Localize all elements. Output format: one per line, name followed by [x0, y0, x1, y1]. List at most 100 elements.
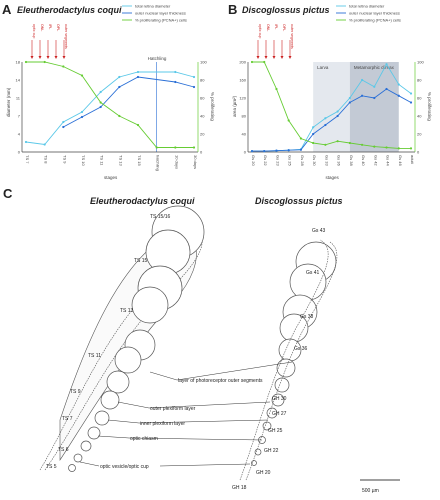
- right-retina-outlines: [239, 239, 338, 481]
- chart-b-red-arrowhead-3: [280, 56, 284, 59]
- chart-a-ytick-5: 18: [16, 60, 21, 65]
- label-gs43: Gs 43: [312, 228, 326, 234]
- panel-c-title-right: Discoglossus pictus: [255, 196, 343, 206]
- layer-labels: layer of photoreceptor outer segments ou…: [100, 378, 263, 470]
- chart-a-y2tick-4: 80: [200, 78, 205, 83]
- chart-b-xtick-2: Gs 23: [275, 155, 280, 166]
- chart-a-legend-label-0: total retina diameter: [135, 4, 171, 9]
- chart-b-point-0-9: [360, 78, 364, 82]
- chart-a-red-marker-2: IPL: [48, 24, 52, 29]
- chart-b-legend-label-1: outer nuclear layer thickness: [349, 11, 400, 16]
- chart-b-point-2-9: [360, 143, 364, 146]
- chart-a-point-1-6: [136, 75, 140, 79]
- chart-a-point-2-5: [118, 114, 121, 118]
- chart-a-point-2-2: [62, 65, 65, 68]
- chart-a-y2label: % proliferating: [210, 92, 215, 121]
- chart-b-legend-label-0: total retina diameter: [349, 4, 385, 9]
- chart-b-point-0-5: [312, 126, 315, 129]
- label-ts15: TS 15: [134, 258, 148, 264]
- chart-a-point-0-5: [118, 75, 121, 79]
- chart-b-point-1-13: [409, 101, 413, 104]
- chart-b-point-1-4: [299, 148, 303, 151]
- chart-a-xtick-8: 10 days: [174, 155, 179, 169]
- chart-a-ylabel: diameter (mm): [6, 87, 11, 117]
- chart-a-point-1-8: [174, 80, 177, 84]
- chart-a-red-marker-4: outer segments: [64, 24, 68, 49]
- chart-b-xtick-1: Gs 22: [263, 155, 268, 166]
- chart-b-point-2-10: [373, 145, 376, 148]
- chart-b-point-2-11: [385, 146, 388, 149]
- chart-b-point-1-10: [373, 96, 376, 100]
- chart-a-ytick-4: 14: [16, 78, 21, 83]
- chart-a-ytick-0: 0: [18, 150, 21, 155]
- chart-a-ytick-1: 4: [18, 132, 21, 137]
- chart-b-ytick-5: 200: [239, 60, 246, 65]
- chart-a-xtick-6: TS 15: [137, 155, 142, 166]
- chart-b-point-2-0: [250, 60, 254, 64]
- label-gs36: Gs 36: [294, 346, 308, 352]
- chart-b-point-1-6: [324, 123, 327, 127]
- layer-label-optic-chiasm: optic chiasm: [130, 436, 158, 442]
- chart-b-point-2-6: [324, 143, 327, 146]
- chart-a-point-0-6: [136, 70, 140, 74]
- chart-a-point-2-3: [80, 74, 84, 77]
- chart-b-red-marker-4: outer segments: [290, 24, 294, 49]
- chart-b-ylabel: area (µm²): [232, 95, 237, 117]
- chart-b-point-0-10: [373, 85, 376, 88]
- chart-a-xtick-4: TS 11: [100, 155, 105, 166]
- chart-b-point-2-7: [336, 140, 339, 143]
- chart-b-point-0-11: [385, 63, 388, 66]
- chart-a-legend-label-2: % proliferating (PCNA+) cells: [135, 18, 187, 23]
- chart-a-legend-label-1: outer nuclear layer thickness: [135, 11, 186, 16]
- chart-a-point-1-4: [99, 105, 102, 109]
- label-gs41: Gs 41: [306, 270, 320, 276]
- chart-b-ytick-4: 160: [239, 78, 246, 83]
- chart-b-point-1-3: [287, 149, 290, 152]
- chart-b-point-0-6: [324, 117, 327, 120]
- chart-b-point-2-1: [263, 60, 266, 64]
- chart-b-point-1-0: [250, 150, 254, 153]
- chart-b-ytick-0: 0: [244, 150, 247, 155]
- chart-a-point-0-0: [24, 140, 28, 144]
- chart-a-point-0-8: [174, 70, 177, 74]
- chart-b-xtick-12: Gs 46: [398, 155, 403, 166]
- chart-b-point-2-4: [299, 137, 303, 140]
- chart-a-red-arrowhead-4: [62, 56, 66, 59]
- chart-a-ytick-3: 11: [16, 96, 21, 101]
- chart-b-point-2-2: [275, 87, 278, 91]
- scale-bar: 500 µm: [360, 479, 400, 494]
- chart-b-series-line-1: [252, 88, 412, 152]
- chart-a-y2tick-3: 60: [200, 96, 205, 101]
- chart-b-point-0-12: [397, 83, 400, 86]
- chart-a-xtick-3: TS 10: [81, 155, 86, 166]
- chart-b-point-2-13: [409, 147, 413, 150]
- chart-b-xtick-10: Gs 42: [373, 155, 378, 166]
- chart-a-point-2-1: [43, 60, 46, 64]
- layer-label-optic-vesicle: optic vesicle/optic cup: [100, 464, 149, 470]
- chart-a-y2tick-2: 40: [200, 114, 205, 119]
- chart-a-point-1-9: [192, 85, 196, 89]
- chart-b-y2tick-4: 80: [417, 78, 422, 83]
- chart-a-point-2-0: [24, 60, 28, 64]
- chart-a-point-1-5: [118, 85, 121, 89]
- chart-b-y2tick-0: 0: [417, 150, 420, 155]
- chart-a-red-arrowhead-2: [46, 56, 50, 59]
- chart-a-red-arrowhead-0: [30, 56, 34, 59]
- label-ts13: TS 13: [120, 308, 134, 314]
- chart-a-y2tick-0: 0: [200, 150, 203, 155]
- chart-b-red-arrowhead-4: [288, 56, 292, 59]
- chart-a-xtick-0: TS 7: [25, 155, 30, 164]
- chart-a-xtick-1: TS 8: [44, 155, 49, 164]
- chart-b-group: Larva Metamorphic climax 0 0 40 20 80 40 120 60 16…: [232, 4, 432, 181]
- chart-b-shade-0: [313, 62, 350, 152]
- chart-b-shade-1: [349, 62, 399, 152]
- chart-b-y2tick-1: 20: [417, 132, 422, 137]
- chart-a-red-marker-1: ONL: [40, 24, 44, 31]
- chart-b-red-arrowhead-2: [272, 56, 276, 59]
- label-gs38: Gs 38: [300, 314, 314, 320]
- chart-a-point-2-6: [136, 123, 140, 127]
- layer-label-opl: outer plexiform layer: [150, 406, 196, 412]
- chart-b-y2label: % proliferating: [427, 92, 432, 121]
